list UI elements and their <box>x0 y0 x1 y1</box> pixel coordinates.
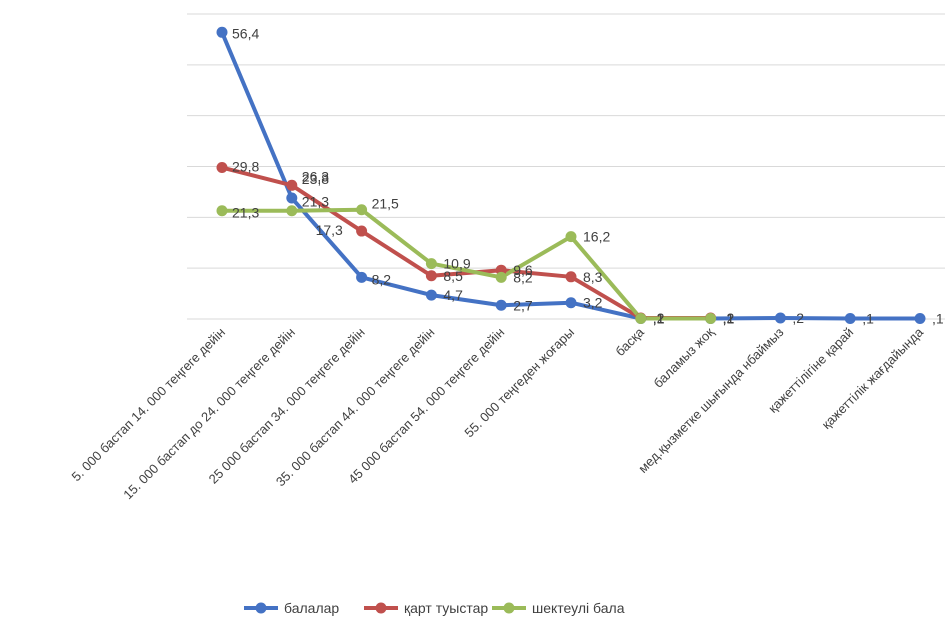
x-tick-label: басқа <box>612 324 647 359</box>
data-point <box>356 271 368 283</box>
data-point <box>774 312 786 324</box>
data-label: 8,5 <box>443 268 463 284</box>
data-label: 21,5 <box>372 196 399 212</box>
data-label: 10,9 <box>443 256 470 272</box>
data-point <box>705 312 717 324</box>
data-label: ,1 <box>653 310 665 326</box>
data-label: 4,7 <box>443 287 463 303</box>
data-label: 2,7 <box>513 297 533 313</box>
data-label: 8,2 <box>513 269 533 285</box>
legend-label: балалар <box>284 600 339 616</box>
x-tick-label: мед.қызметке шығында нбаймыз <box>635 324 786 475</box>
data-point <box>425 289 437 301</box>
data-labels: 56,423,88,24,72,7 3,2,1,1,2,1,129,826,317… <box>232 25 944 326</box>
data-label: 8,3 <box>583 269 603 285</box>
series-points <box>216 26 926 324</box>
data-label: ,1 <box>653 310 665 326</box>
data-point <box>565 271 577 283</box>
data-point <box>425 258 437 270</box>
data-label: 17,3 <box>316 222 343 238</box>
data-label: 8,2 <box>372 271 392 287</box>
legend: балалар қарт туыстар шектеулі бала <box>244 600 625 616</box>
data-label: 3,2 <box>583 295 603 311</box>
data-point <box>356 204 368 216</box>
data-label: 26,3 <box>302 168 329 184</box>
data-label: 29,8 <box>232 159 259 175</box>
data-point <box>565 297 577 309</box>
legend-marker <box>255 602 267 614</box>
x-tick-label: 35. 000 бастап 44. 000 теңгеге дейін <box>273 325 438 490</box>
data-label: 56,4 <box>232 25 259 41</box>
series-line-2 <box>220 165 713 320</box>
gridlines <box>187 13 945 269</box>
data-point <box>216 26 228 38</box>
data-point <box>565 231 577 243</box>
legend-marker <box>375 602 387 614</box>
legend-marker <box>503 602 515 614</box>
data-label: ,1 <box>932 310 944 326</box>
x-tick-label: баламыз жоқ <box>650 324 716 390</box>
legend-label: шектеулі бала <box>532 600 625 616</box>
data-point <box>286 205 298 217</box>
series-line-3 <box>220 207 713 321</box>
legend-label: қарт туыстар <box>404 600 488 616</box>
data-point <box>286 179 298 191</box>
data-label: 23,8 <box>302 171 329 187</box>
data-point <box>286 192 298 204</box>
data-point <box>495 299 507 311</box>
data-point <box>635 312 647 324</box>
data-point <box>216 162 228 174</box>
x-tick-label: 45 000 бастап 54. 000 теңгеге дейін <box>345 325 507 487</box>
x-tick-label: 5. 000 бастап 14. 000 теңгеге дейін <box>69 325 229 485</box>
data-label: ,2 <box>653 310 665 326</box>
data-label: ,2 <box>723 310 735 326</box>
data-point <box>844 312 856 324</box>
data-point <box>216 205 228 217</box>
data-label: 21,3 <box>302 194 329 210</box>
data-label: ,2 <box>792 310 804 326</box>
data-point <box>914 312 926 324</box>
data-point <box>495 271 507 283</box>
data-label: ,1 <box>723 310 735 326</box>
data-label: 16,2 <box>583 229 610 245</box>
data-label: ,1 <box>723 310 735 326</box>
data-label: 21,3 <box>232 205 259 221</box>
data-label: ,1 <box>862 310 874 326</box>
data-label: 9,6 <box>513 262 533 278</box>
x-tick-label: 25 000 бастап 34. 000 теңгеге дейін <box>206 325 368 487</box>
data-point <box>356 225 368 237</box>
data-point <box>425 270 437 282</box>
